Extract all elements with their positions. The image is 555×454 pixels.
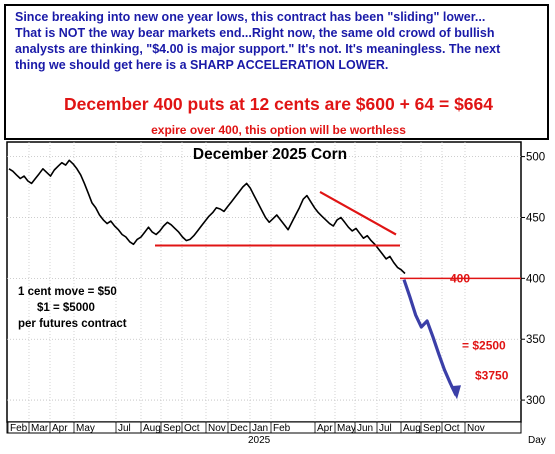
x-tick-label: Jul bbox=[118, 423, 131, 434]
level-400-label: 400 bbox=[450, 271, 470, 285]
x-tick-label: Nov bbox=[208, 423, 226, 434]
x-tick-label: May bbox=[76, 423, 95, 434]
x-tick-label: Mar bbox=[31, 423, 49, 434]
resistance-line bbox=[319, 190, 397, 236]
x-tick-label: Apr bbox=[317, 423, 333, 434]
x-tick-label: Oct bbox=[184, 423, 200, 434]
contract-note-line: 1 cent move = $50 bbox=[18, 286, 117, 298]
contract-note-line: per futures contract bbox=[18, 318, 127, 330]
x-tick-label: Jul bbox=[379, 423, 392, 434]
series-layer bbox=[8, 159, 461, 400]
y-tick-label: 450 bbox=[526, 212, 545, 224]
y-tick-label: 300 bbox=[526, 395, 545, 407]
target-2500-label: = $2500 bbox=[462, 338, 506, 352]
x-tick-label: Aug bbox=[143, 423, 161, 434]
y-tick-label: 350 bbox=[526, 334, 545, 346]
y-tick-label: 400 bbox=[526, 273, 545, 285]
period-label: Day bbox=[528, 435, 546, 446]
x-axis-band bbox=[6, 421, 522, 434]
expiry-note: expire over 400, this option will be wor… bbox=[151, 123, 406, 137]
x-tick-label: Jun bbox=[357, 423, 373, 434]
projection-line bbox=[402, 279, 458, 396]
x-tick-label: Sep bbox=[423, 423, 441, 434]
contract-note-line: $1 = $5000 bbox=[37, 302, 95, 314]
x-tick-label: Aug bbox=[403, 423, 421, 434]
annotations: 400 = $2500 $3750 1 cent move = $50 $1 = $50… bbox=[18, 190, 521, 383]
year-label: 2025 bbox=[248, 435, 271, 446]
y-axis: 300 350 400 450 500 bbox=[521, 152, 545, 407]
price-line bbox=[8, 159, 406, 275]
commentary-line-1: Since breaking into new one year lows, t… bbox=[15, 10, 486, 24]
chart-title: December 2025 Corn bbox=[193, 146, 347, 163]
commentary-line-2: That is NOT the way bear markets end...R… bbox=[15, 26, 495, 40]
projection-arrowhead bbox=[450, 385, 461, 400]
x-tick-label: Apr bbox=[52, 423, 68, 434]
x-tick-label: Nov bbox=[467, 423, 485, 434]
x-tick-label: May bbox=[337, 423, 356, 434]
commentary-line-3: analysts are thinking, "$4.00 is major s… bbox=[15, 42, 501, 56]
commentary-line-4: thing we should get here is a SHARP ACCE… bbox=[15, 58, 389, 72]
y-tick-label: 500 bbox=[526, 152, 545, 164]
x-axis: Feb Mar Apr May Jul Aug Sep Oct Nov Dec Jan Feb Apr M… bbox=[7, 422, 485, 434]
option-offer: December 400 puts at 12 cents are $600 +… bbox=[63, 94, 494, 114]
x-tick-label: Feb bbox=[10, 423, 28, 434]
x-tick-label: Sep bbox=[163, 423, 181, 434]
target-3750-label: $3750 bbox=[475, 369, 509, 383]
x-tick-label: Oct bbox=[444, 423, 460, 434]
commentary-box: Since breaking into new one year lows, t… bbox=[4, 4, 549, 140]
x-tick-label: Feb bbox=[273, 423, 291, 434]
x-tick-label: Jan bbox=[252, 423, 268, 434]
x-tick-label: Dec bbox=[230, 423, 248, 434]
